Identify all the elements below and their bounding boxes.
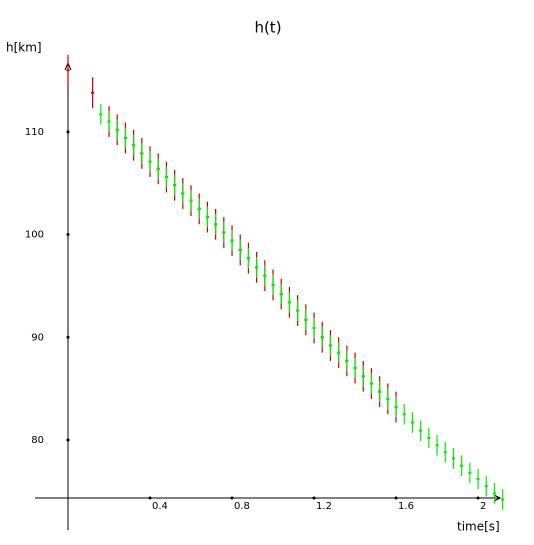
point — [140, 152, 144, 155]
point — [386, 397, 390, 400]
point — [435, 444, 439, 447]
point — [369, 382, 373, 385]
point — [255, 266, 259, 269]
y-axis-label: h[km] — [6, 41, 42, 55]
x-tick — [476, 496, 480, 500]
point — [91, 91, 95, 94]
point — [230, 239, 234, 242]
y-tick — [66, 438, 70, 442]
x-axis-label: time[s] — [457, 520, 500, 534]
point — [320, 336, 324, 339]
point — [205, 216, 209, 219]
x-tick — [312, 496, 316, 500]
point — [476, 477, 480, 480]
point — [451, 457, 455, 460]
point — [361, 375, 365, 378]
y-tick-label: 90 — [31, 332, 44, 343]
chart-title: h(t) — [254, 19, 281, 37]
point — [181, 192, 185, 195]
point — [279, 293, 283, 296]
x-tick-label: 0.8 — [234, 501, 250, 512]
x-axis-arrow — [493, 494, 502, 502]
y-tick-label: 100 — [25, 230, 44, 241]
point — [427, 436, 431, 439]
point — [271, 283, 275, 286]
y-tick — [66, 233, 70, 237]
x-tick-label: 2 — [480, 501, 486, 512]
y-tick-label: 110 — [25, 127, 44, 138]
point — [99, 113, 103, 116]
point — [107, 120, 111, 123]
point — [287, 301, 291, 304]
point — [173, 184, 177, 187]
y-tick-label: 80 — [31, 435, 44, 446]
point — [296, 309, 300, 312]
x-tick-label: 1.2 — [316, 501, 332, 512]
x-tick-label: 1.6 — [398, 501, 414, 512]
point — [402, 413, 406, 416]
point — [222, 231, 226, 234]
point — [501, 498, 505, 501]
point — [337, 351, 341, 354]
x-tick-label: 0.4 — [152, 501, 168, 512]
y-tick — [66, 130, 70, 134]
point — [419, 429, 423, 432]
point — [394, 406, 398, 409]
point — [492, 492, 496, 495]
point — [378, 390, 382, 393]
point — [197, 207, 201, 210]
point — [123, 136, 127, 139]
point — [214, 223, 218, 226]
point — [345, 359, 349, 362]
point — [312, 327, 316, 330]
y-tick — [66, 335, 70, 339]
point — [328, 344, 332, 347]
point — [238, 248, 242, 251]
point — [156, 167, 160, 170]
point — [304, 318, 308, 321]
point — [443, 451, 447, 454]
point — [115, 128, 119, 131]
point — [263, 274, 267, 277]
x-tick — [230, 496, 234, 500]
point — [132, 144, 136, 147]
x-tick — [394, 496, 398, 500]
point — [410, 421, 414, 424]
point — [468, 471, 472, 474]
point — [66, 69, 70, 72]
point — [460, 464, 464, 467]
x-tick — [148, 496, 152, 500]
point — [164, 176, 168, 179]
point — [189, 199, 193, 202]
point — [148, 160, 152, 163]
point — [484, 485, 488, 488]
point — [246, 257, 250, 260]
point — [353, 367, 357, 370]
